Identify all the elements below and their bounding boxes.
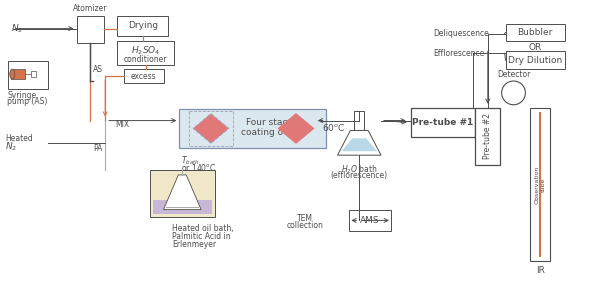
Text: $H_2SO_4$: $H_2SO_4$: [131, 44, 160, 57]
Polygon shape: [193, 114, 229, 143]
Ellipse shape: [10, 69, 15, 79]
Bar: [349, 209, 391, 231]
Bar: [8, 61, 48, 89]
Text: Heated: Heated: [5, 134, 33, 143]
Bar: [150, 170, 215, 217]
Polygon shape: [278, 114, 314, 143]
Text: Deliquescence: Deliquescence: [433, 29, 489, 38]
Text: Four stage: Four stage: [246, 118, 294, 127]
Text: Pre-tube #1: Pre-tube #1: [412, 118, 474, 127]
Bar: [153, 200, 212, 214]
Text: TEM: TEM: [297, 214, 313, 222]
Text: pump (AS): pump (AS): [7, 97, 48, 106]
Bar: [117, 16, 169, 35]
Text: Erlenmeyer: Erlenmeyer: [172, 240, 217, 249]
Polygon shape: [342, 138, 377, 151]
Text: MIX: MIX: [115, 120, 129, 129]
Bar: [124, 69, 163, 83]
Text: excess: excess: [131, 71, 156, 81]
Text: conditioner: conditioner: [124, 55, 168, 64]
Bar: [506, 24, 565, 42]
Text: Palmitic Acid in: Palmitic Acid in: [172, 232, 231, 241]
Text: OR: OR: [529, 43, 542, 52]
Text: collection: collection: [287, 222, 323, 230]
Polygon shape: [337, 130, 381, 155]
Bar: [31, 71, 36, 77]
Text: (efflorescence): (efflorescence): [331, 171, 388, 180]
Text: Bubbler: Bubbler: [517, 28, 553, 37]
Circle shape: [501, 81, 525, 105]
Text: $N_2$: $N_2$: [5, 140, 17, 153]
Text: Detector: Detector: [497, 70, 530, 79]
Text: Pre-tube #2: Pre-tube #2: [483, 113, 492, 159]
Bar: [411, 108, 475, 137]
Text: $N_2$: $N_2$: [11, 22, 24, 35]
Text: Efflorescence: Efflorescence: [433, 49, 485, 58]
Text: AS: AS: [93, 65, 103, 74]
Text: Dry Dilution: Dry Dilution: [508, 56, 562, 65]
Bar: [506, 51, 565, 69]
Text: IR: IR: [536, 266, 545, 275]
Bar: [475, 108, 500, 165]
Text: or 140$^o$C: or 140$^o$C: [181, 162, 217, 173]
Bar: [530, 108, 550, 261]
Bar: [11, 69, 25, 79]
Text: coating oven: coating oven: [240, 128, 300, 137]
Text: Observation
tube: Observation tube: [535, 165, 546, 204]
Text: PA: PA: [93, 144, 102, 153]
Polygon shape: [163, 175, 201, 209]
Text: $T_{bath}$: $T_{bath}$: [181, 154, 200, 167]
Bar: [189, 111, 233, 146]
Text: 60$^o$C: 60$^o$C: [321, 122, 345, 132]
Bar: [76, 16, 104, 43]
Text: Heated oil bath,: Heated oil bath,: [172, 224, 234, 234]
Text: $H_2O$ bath: $H_2O$ bath: [341, 163, 378, 176]
Bar: [179, 109, 326, 148]
Text: Syringe: Syringe: [7, 91, 37, 100]
Text: AMS: AMS: [361, 216, 380, 225]
Bar: [117, 42, 175, 65]
Bar: [355, 111, 364, 130]
Text: Atomizer: Atomizer: [73, 4, 108, 13]
Text: Drying: Drying: [128, 21, 158, 30]
